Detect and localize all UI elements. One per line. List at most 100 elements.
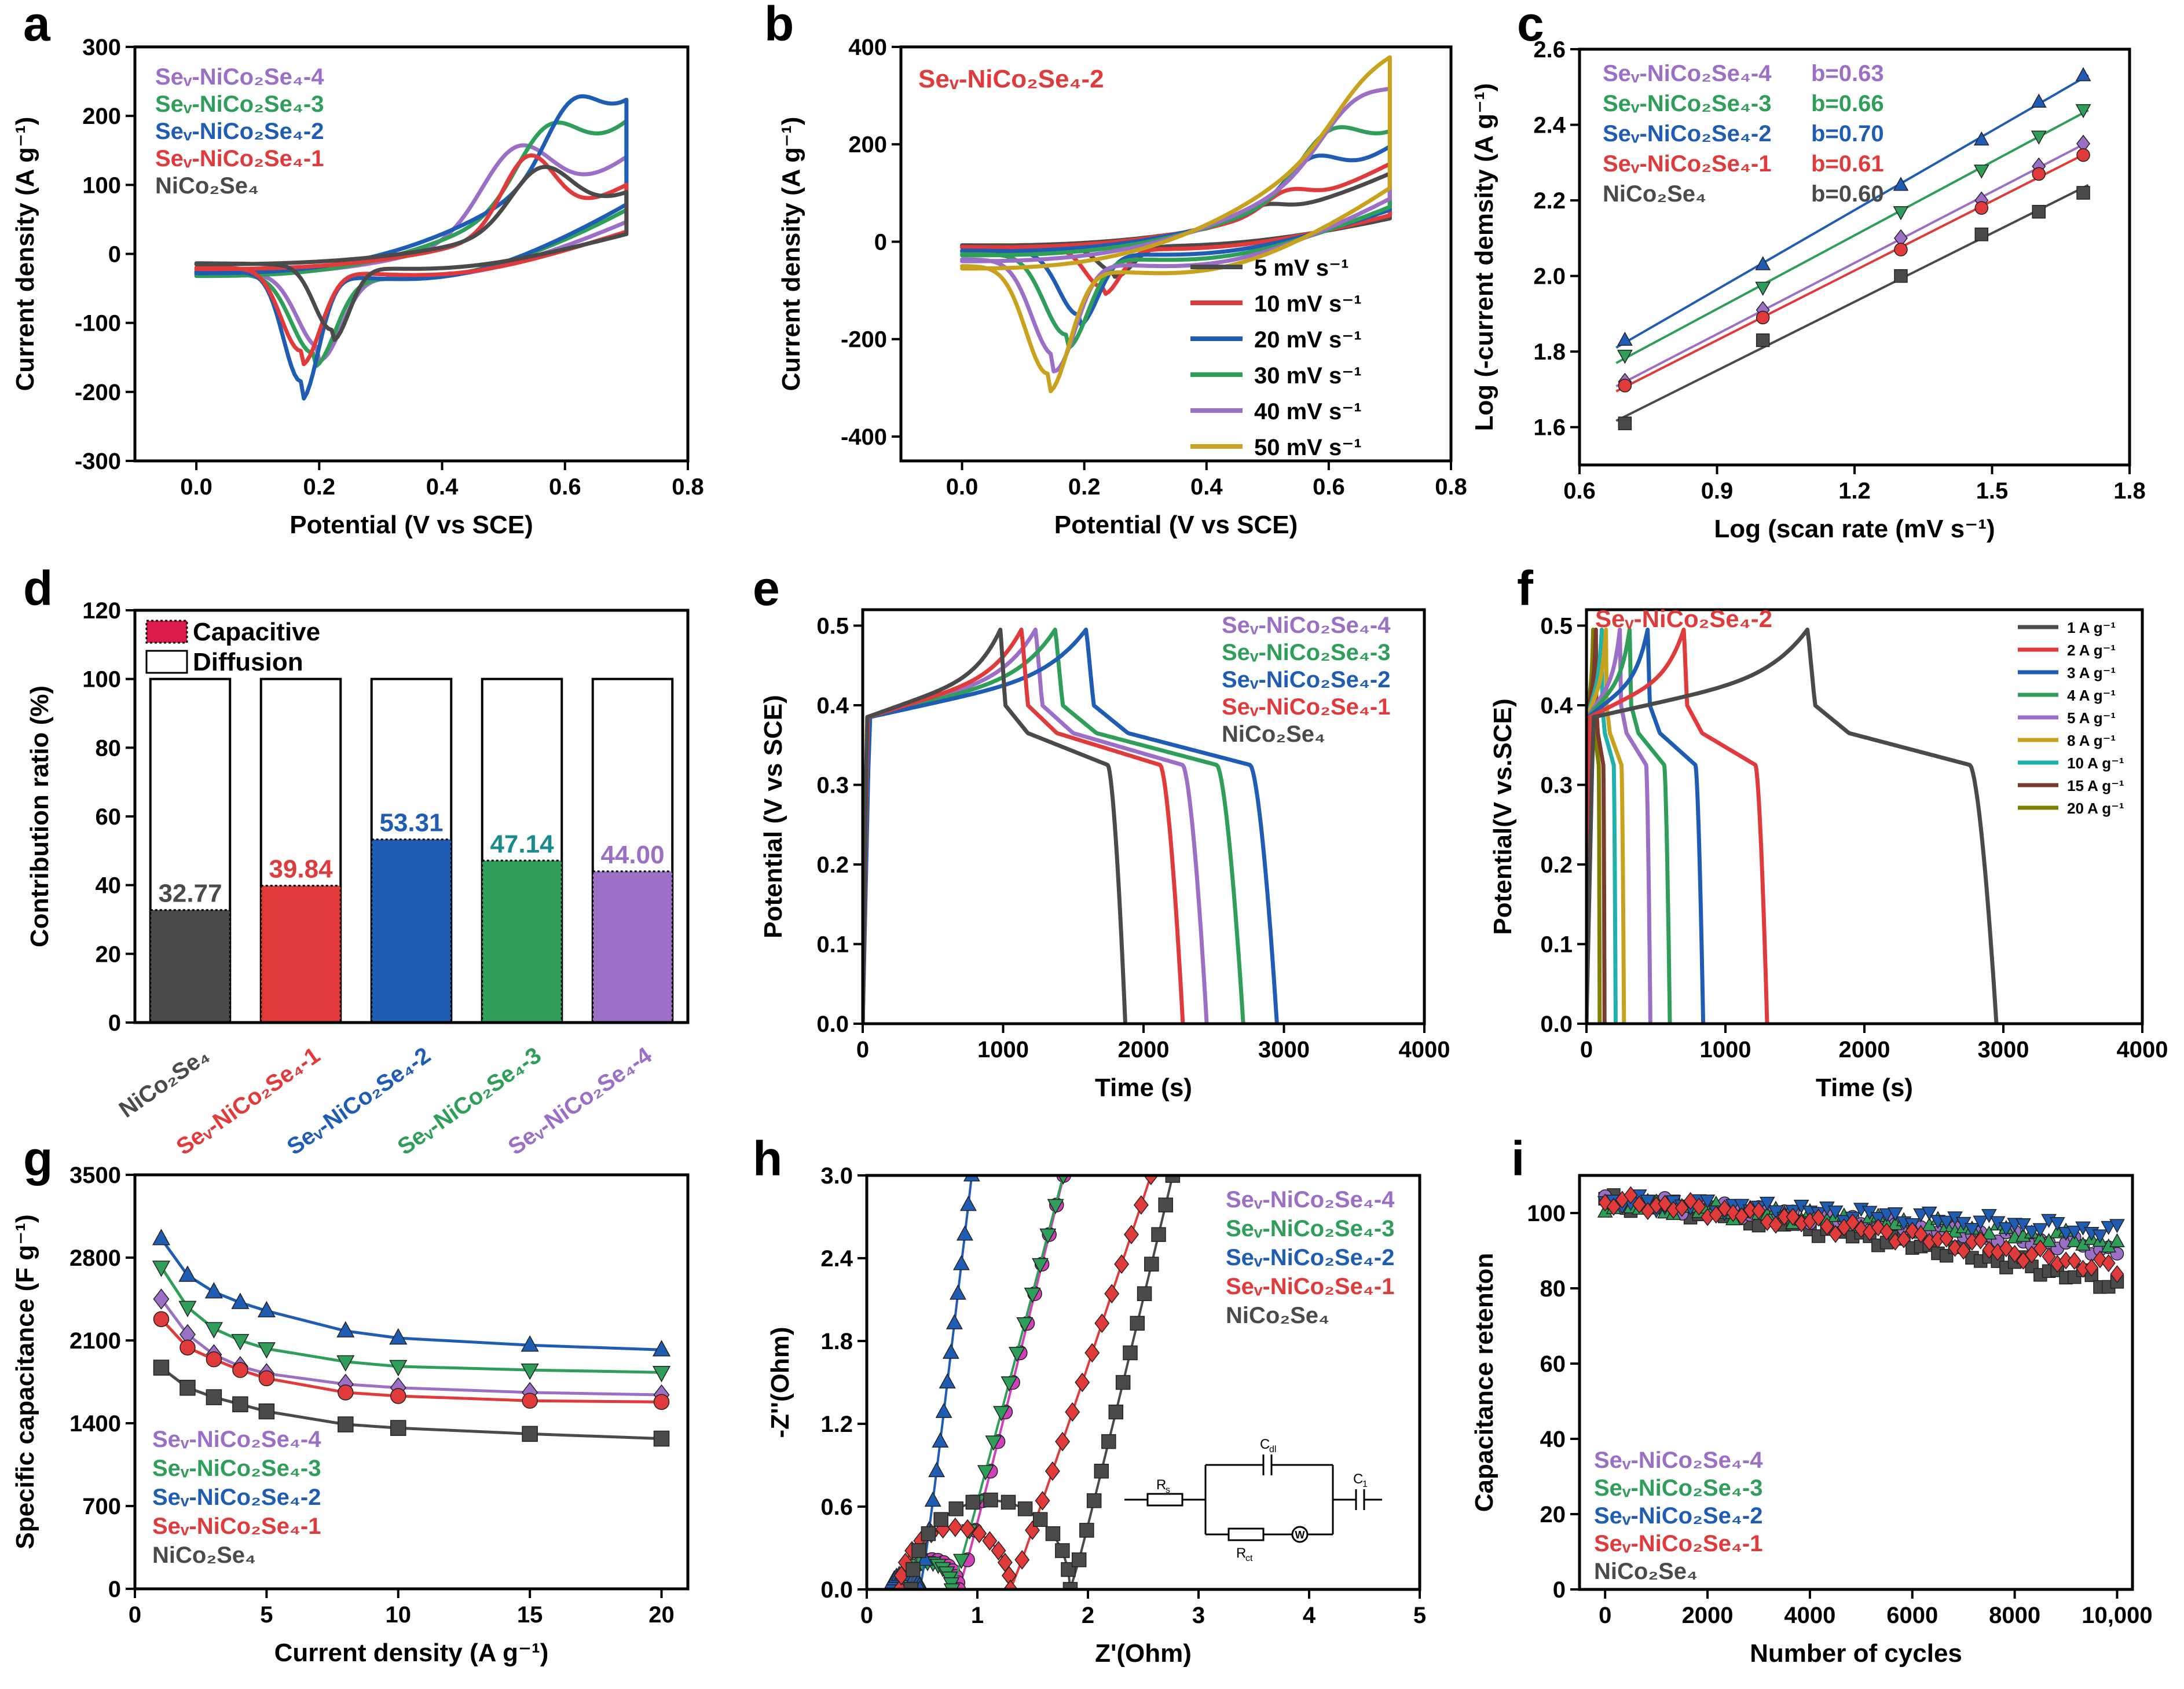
y-axis-label: Current density (A g⁻¹): [11, 117, 39, 391]
c1-label-sub: 1: [1362, 1479, 1368, 1489]
legend-label: 8 A g⁻¹: [2067, 732, 2116, 749]
data-point: [1756, 333, 1770, 347]
fit-line: [1615, 141, 2089, 387]
plot-area: [1597, 1186, 2125, 1294]
legend-entry: Seᵥ-NiCo₂Se₄-3: [152, 1456, 321, 1481]
data-point: [152, 1261, 171, 1277]
legend-entry: Seᵥ-NiCo₂Se₄-4: [1594, 1448, 1763, 1473]
data-point: [1998, 1222, 2014, 1237]
x-tick-label: 4: [1303, 1603, 1316, 1628]
data-point: [2101, 1254, 2116, 1273]
legend-entry: Seᵥ-NiCo₂Se₄-4: [1226, 1187, 1395, 1212]
data-point: [1956, 1241, 1971, 1260]
data-point: [2084, 1258, 2099, 1277]
legend-label: 40 mV s⁻¹: [1254, 399, 1362, 424]
y-tick-label: 0.4: [816, 693, 849, 719]
data-point: [2092, 1229, 2108, 1244]
panel-b: b 0.0 0.2 0.4 0.6 0.8 -400 -200 0 200 400 Potential…: [764, 0, 1467, 539]
data-point: [231, 1333, 250, 1351]
x-axis-label: Number of cycles: [1750, 1639, 1962, 1668]
panel-i: i 0 2000 4000 6000 8000 10,000 0 20 40 60 80 100 Numb…: [1470, 1131, 2153, 1668]
y-tick-label: 0.2: [816, 852, 849, 878]
y-tick-label: 200: [848, 132, 887, 157]
data-point: [2075, 67, 2091, 82]
data-point: [1035, 1490, 1050, 1511]
x-tick-label: 0.6: [1313, 474, 1345, 500]
data-point: [389, 1328, 408, 1345]
plot-area: [152, 1229, 671, 1447]
data-point: [1981, 1209, 1997, 1223]
plot-frame: [865, 1174, 1421, 1591]
capacitive-bar: [371, 838, 452, 1024]
bar-value-label: 47.14: [490, 830, 554, 858]
x-tick-label: 1000: [1700, 1037, 1751, 1063]
data-point: [653, 1430, 670, 1447]
data-point: [2007, 1244, 2022, 1263]
legend-entry: Seᵥ-NiCo₂Se₄-1: [152, 1514, 321, 1539]
panel-letter: h: [753, 1131, 782, 1186]
y-tick-label: 0.1: [816, 932, 849, 958]
legend-entry: NiCo₂Se₄: [1222, 721, 1325, 747]
legend-label: 2 A g⁻¹: [2067, 642, 2116, 659]
x-tick-label: 6000: [1886, 1603, 1938, 1628]
x-tick-label: 0: [1580, 1037, 1593, 1063]
data-point: [1137, 1286, 1152, 1302]
data-point: [1001, 1376, 1018, 1392]
data-point: [153, 1360, 170, 1376]
cdl-label-sub: dl: [1269, 1445, 1276, 1454]
legend-label: Diffusion: [193, 648, 303, 676]
data-point: [1114, 1254, 1130, 1274]
data-point: [1632, 1195, 1647, 1214]
bar-value-label: 32.77: [158, 880, 222, 908]
x-axis-label: Current density (A g⁻¹): [274, 1639, 549, 1667]
x-axis-label: Potential (V vs SCE): [290, 511, 533, 539]
data-point: [652, 1366, 671, 1383]
data-point: [1683, 1192, 1698, 1210]
y-tick-label: 0.0: [1540, 1012, 1573, 1037]
x-tick-label: 0.0: [946, 474, 979, 500]
fit-line: [1615, 184, 2089, 422]
data-point: [1143, 1175, 1159, 1185]
rct-label-sub: ct: [1245, 1554, 1253, 1563]
data-point: [1124, 1225, 1139, 1244]
legend-label: 20 A g⁻¹: [2067, 800, 2124, 817]
y-axis-label: Contribution ratio (%): [25, 686, 54, 947]
legend-b-value: b=0.63: [1811, 61, 1884, 86]
data-point: [1939, 1229, 1954, 1248]
x-tick-label: 2000: [1839, 1037, 1890, 1063]
y-tick-label: 2.6: [1533, 37, 1566, 63]
plot-area: [863, 627, 1279, 1024]
y-tick-label: -200: [75, 380, 121, 405]
data-point: [1973, 131, 1989, 146]
legend-entry: Seᵥ-NiCo₂Se₄-4: [152, 1427, 321, 1452]
data-point: [522, 1426, 538, 1442]
y-tick-label: 200: [82, 104, 121, 129]
data-point: [1964, 1223, 1980, 1237]
legend-label: 5 A g⁻¹: [2067, 709, 2116, 727]
legend-label: 10 A g⁻¹: [2067, 754, 2124, 772]
cv-curve: [194, 164, 629, 342]
x-tick-label: 0.0: [180, 474, 212, 500]
panel-letter: d: [23, 561, 53, 615]
data-point: [1039, 1228, 1057, 1244]
data-point: [1717, 1199, 1732, 1218]
data-point: [1854, 1220, 1868, 1239]
y-tick-label: 0.0: [820, 1577, 853, 1603]
data-point: [1759, 1196, 1775, 1211]
x-tick-label: 4000: [2117, 1037, 2168, 1063]
panel-e: e 0 1000 2000 3000 4000 0.0 0.1 0.2 0.3 0.4 0.5 Time…: [753, 561, 1450, 1102]
y-tick-label: 1.2: [820, 1412, 853, 1437]
data-point: [2049, 1217, 2065, 1232]
panel-title: Seᵥ-NiCo₂Se₄-2: [1595, 605, 1772, 632]
x-tick-label: 0.9: [1701, 478, 1734, 504]
data-point: [991, 1541, 1006, 1560]
data-point: [1075, 1372, 1090, 1393]
data-point: [952, 1255, 970, 1270]
data-point: [206, 1351, 222, 1368]
x-tick-label: 0: [856, 1037, 869, 1063]
data-point: [2024, 1225, 2040, 1240]
plot-area: [194, 94, 629, 401]
x-tick-label: 1: [971, 1603, 984, 1628]
data-point: [983, 1492, 998, 1508]
